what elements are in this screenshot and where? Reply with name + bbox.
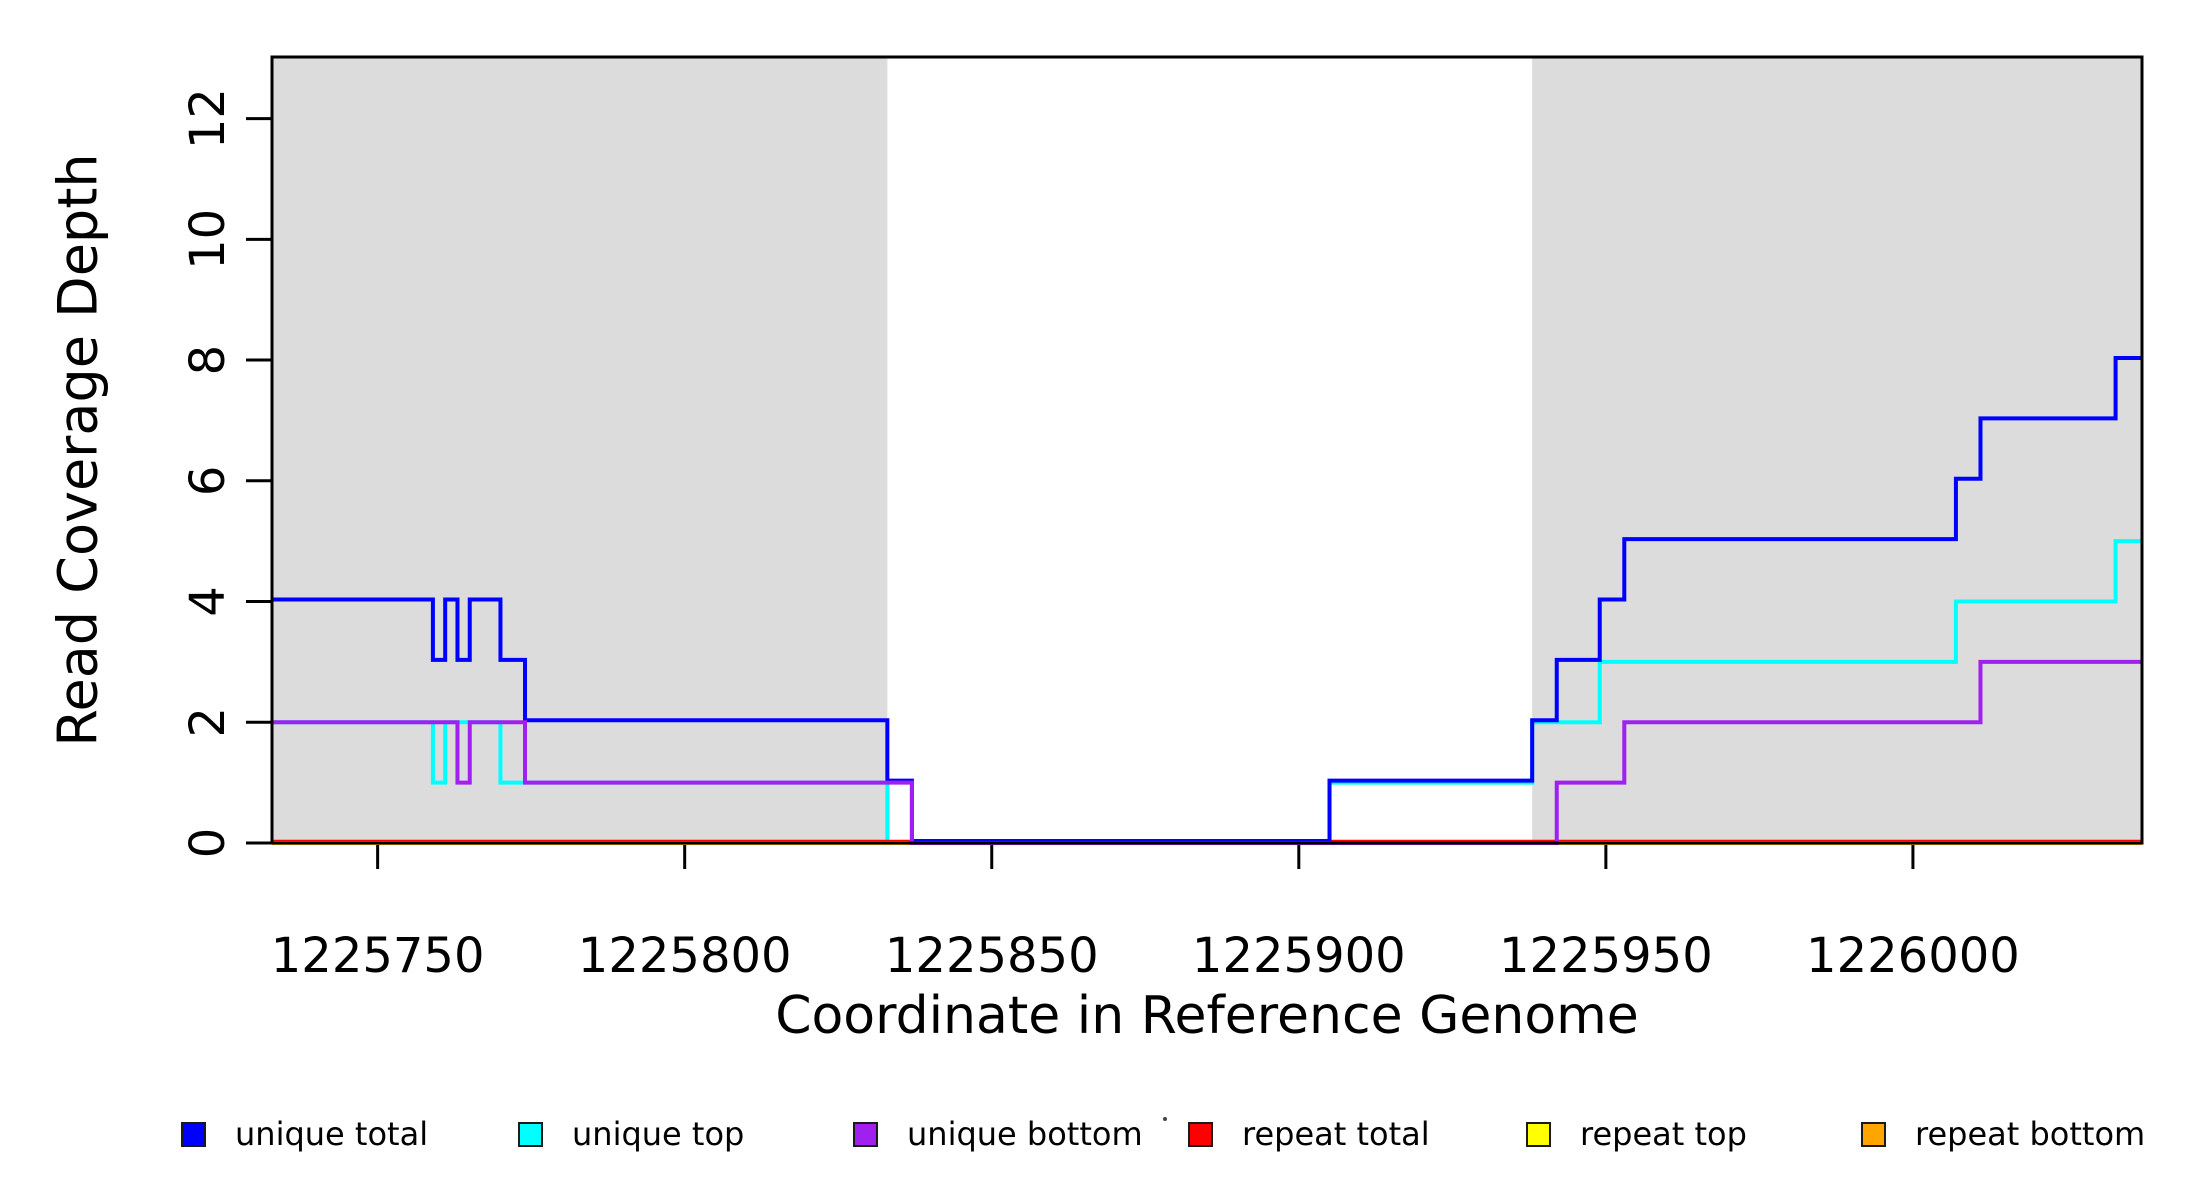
x-tick-label: 1225850	[885, 928, 1099, 984]
x-tick-label: 1225750	[271, 928, 485, 984]
y-axis-title: Read Coverage Depth	[46, 153, 110, 747]
dot-artifact	[1163, 1117, 1167, 1121]
series-unique-bottom	[272, 659, 2142, 845]
right-repeat-region	[1532, 57, 2142, 843]
y-tick-label: 6	[180, 466, 236, 497]
y-tick-label: 4	[180, 586, 236, 617]
y-tick-label: 12	[180, 88, 236, 149]
x-tick-label: 1225800	[578, 928, 792, 984]
y-tick-label: 8	[180, 345, 236, 376]
x-tick-label: 1225900	[1192, 928, 1406, 984]
y-tick-label: 0	[180, 828, 236, 859]
x-tick-label: 1226000	[1806, 928, 2020, 984]
x-axis-title: Coordinate in Reference Genome	[775, 986, 1639, 1046]
left-repeat-region	[272, 57, 888, 843]
y-tick-label: 10	[180, 209, 236, 270]
x-tick-label: 1225950	[1499, 928, 1713, 984]
y-tick-label: 2	[180, 707, 236, 738]
plot-border	[270, 55, 2144, 845]
